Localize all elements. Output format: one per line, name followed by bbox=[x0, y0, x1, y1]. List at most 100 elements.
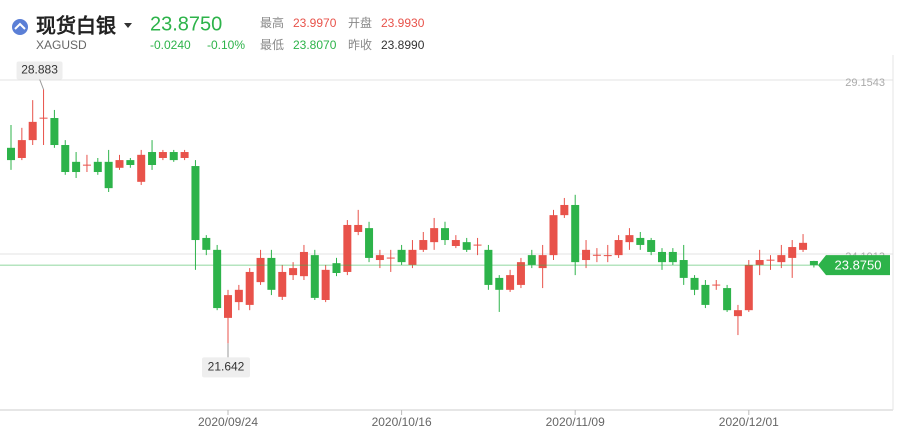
min-label: 21.642 bbox=[208, 360, 245, 374]
candle-body bbox=[733, 310, 742, 317]
price: 23.8750 bbox=[150, 13, 222, 35]
candle-body bbox=[365, 228, 374, 258]
symbol-icon bbox=[12, 19, 28, 35]
candle-body bbox=[17, 140, 26, 158]
candle-body bbox=[104, 161, 113, 189]
candle-body bbox=[549, 215, 558, 256]
title: 现货白银 bbox=[36, 13, 117, 37]
candle-body bbox=[419, 240, 428, 250]
candle-body bbox=[636, 237, 645, 245]
candle-body bbox=[766, 259, 775, 261]
candle-body bbox=[809, 260, 818, 266]
candle-body bbox=[647, 240, 656, 252]
candle-body bbox=[61, 145, 70, 173]
x-tick-label: 2020/11/09 bbox=[546, 415, 605, 429]
candle-body bbox=[39, 117, 48, 119]
candle-body bbox=[495, 277, 504, 290]
symbol: XAGUSD bbox=[36, 38, 87, 52]
candle-body bbox=[169, 152, 178, 161]
candle-body bbox=[354, 224, 363, 232]
current-price-label: 23.8750 bbox=[835, 258, 882, 273]
candle-body bbox=[343, 224, 352, 272]
x-tick-label: 2020/10/16 bbox=[372, 415, 432, 429]
candle-body bbox=[516, 262, 525, 285]
candle-body bbox=[744, 264, 753, 311]
candle-body bbox=[278, 271, 287, 297]
candle-body bbox=[224, 295, 232, 318]
candle-body bbox=[701, 284, 710, 305]
candle-body bbox=[473, 244, 482, 246]
candle-body bbox=[375, 255, 384, 261]
candle-body bbox=[158, 152, 167, 158]
candle-body bbox=[267, 257, 276, 290]
candle-body bbox=[723, 288, 732, 311]
candle-body bbox=[148, 152, 157, 165]
candle-body bbox=[560, 204, 569, 216]
stat-value: 23.9970 bbox=[293, 16, 337, 30]
candle-body bbox=[484, 249, 493, 285]
candle-body bbox=[462, 242, 471, 250]
candle-body bbox=[332, 263, 341, 274]
candle-body bbox=[234, 289, 243, 303]
stat-value: 23.8070 bbox=[293, 38, 337, 52]
change: -0.0240 bbox=[150, 38, 191, 52]
candle-body bbox=[72, 161, 81, 173]
candle-body bbox=[299, 251, 308, 277]
candle-body bbox=[668, 251, 677, 263]
candle-body bbox=[527, 255, 536, 265]
candle-body bbox=[603, 255, 612, 257]
candle-body bbox=[115, 160, 124, 168]
candle-body bbox=[788, 247, 797, 258]
stat-value: 23.9930 bbox=[381, 16, 425, 30]
candle-body bbox=[310, 255, 319, 298]
y-tick-label: 29.1543 bbox=[845, 77, 885, 89]
candle-body bbox=[592, 254, 601, 256]
candle-body bbox=[50, 118, 59, 146]
candle-body bbox=[625, 235, 634, 243]
candle-body bbox=[658, 251, 666, 263]
candle-body bbox=[245, 271, 254, 305]
candle-body bbox=[614, 240, 623, 256]
candle-body bbox=[82, 164, 91, 166]
icon-glyph bbox=[14, 22, 26, 30]
candle-body bbox=[213, 249, 222, 309]
candle-body bbox=[799, 242, 808, 250]
x-tick-label: 2020/09/24 bbox=[198, 415, 258, 429]
candle-body bbox=[506, 275, 515, 290]
candle-body bbox=[755, 260, 764, 265]
change-pct: -0.10% bbox=[207, 38, 245, 52]
candle-body bbox=[93, 161, 102, 173]
candle-body bbox=[7, 147, 15, 161]
stat-label: 最高 bbox=[260, 15, 284, 30]
candle-body bbox=[712, 284, 721, 286]
max-label: 28.883 bbox=[21, 63, 58, 77]
candle-body bbox=[582, 249, 591, 261]
candle-body bbox=[571, 204, 580, 263]
stat-value: 23.8990 bbox=[381, 38, 425, 52]
candle-body bbox=[137, 154, 146, 182]
dropdown-arrow[interactable] bbox=[124, 23, 132, 28]
candle-body bbox=[321, 269, 330, 301]
candle-body bbox=[451, 240, 460, 247]
candle-body bbox=[679, 260, 688, 278]
stat-label: 昨收 bbox=[348, 38, 372, 52]
candle-body bbox=[256, 257, 265, 283]
candle-body bbox=[777, 255, 786, 263]
candle-body bbox=[397, 249, 406, 263]
candle-body bbox=[126, 160, 135, 165]
max-label-box bbox=[16, 61, 63, 80]
candle-body bbox=[430, 228, 439, 243]
candle-body bbox=[202, 237, 211, 250]
x-tick-label: 2020/12/01 bbox=[719, 415, 779, 429]
candle-body bbox=[690, 277, 699, 290]
stat-label: 最低 bbox=[260, 38, 284, 52]
candle-body bbox=[538, 255, 547, 269]
stat-label: 开盘 bbox=[348, 15, 372, 30]
candle-body bbox=[28, 121, 37, 141]
candle-body bbox=[441, 228, 449, 241]
min-label-box bbox=[202, 357, 250, 378]
candle-body bbox=[289, 268, 298, 276]
